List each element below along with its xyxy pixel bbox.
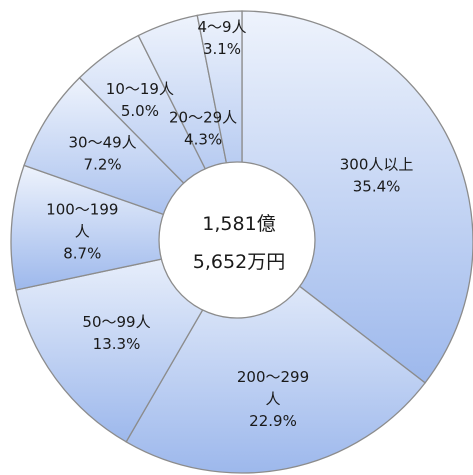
slice-category-label: 200〜299 [237,368,309,386]
slice-value-label: 5.0% [121,102,159,120]
slice-category-label: 10〜19人 [106,80,174,98]
slice-label-group: 300人以上 35.4% 200〜299 人 22.9% 50〜99人 13.3% 100〜1… [46,18,413,430]
slice-2 [125,241,427,474]
slice-category-label: 100〜199 [46,201,118,219]
slice-value-label: 4.3% [184,131,222,149]
slice-category-label: 4〜9人 [197,18,246,36]
slice-category-label: 30〜49人 [69,134,137,152]
slice-value-label: 8.7% [63,245,101,263]
slice-category-label: 300人以上 [340,156,414,174]
slice-4 [10,164,245,291]
slice-value-label: 3.1% [203,40,241,58]
center-total-line-1: 1,581億 [202,213,275,235]
slice-category-label: 人 [75,223,90,241]
slice-value-label: 13.3% [93,335,141,353]
slice-category-label: 20〜29人 [169,109,237,127]
slice-category-label: 人 [265,390,280,408]
slice-value-label: 35.4% [353,178,401,196]
slice-value-label: 22.9% [249,412,297,430]
slice-category-label: 50〜99人 [82,313,150,331]
slice-value-label: 7.2% [84,156,122,174]
center-total-line-2: 5,652万円 [193,251,285,273]
center-hole [158,161,316,319]
center-label: 1,581億 5,652万円 [193,213,285,273]
slice-1 [241,10,473,384]
